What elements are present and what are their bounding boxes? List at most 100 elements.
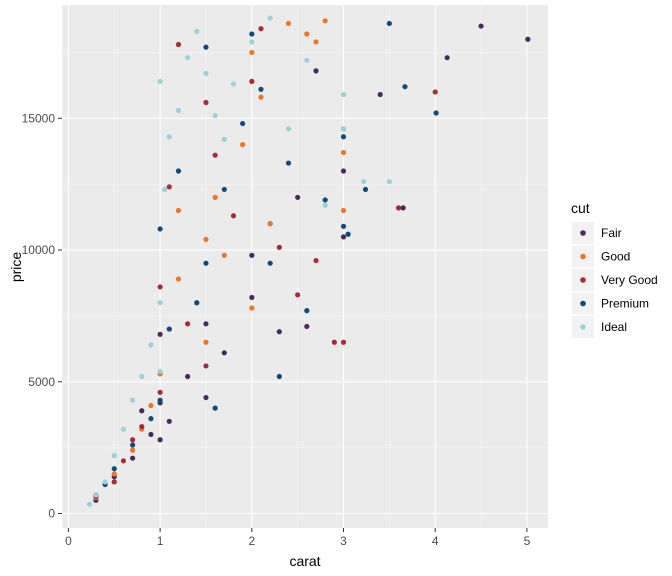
data-point bbox=[331, 339, 337, 345]
data-point bbox=[175, 168, 182, 174]
data-point bbox=[340, 91, 347, 98]
x-tick-label: 4 bbox=[432, 534, 439, 548]
data-point bbox=[276, 329, 282, 335]
data-point bbox=[386, 20, 392, 27]
data-point bbox=[148, 431, 154, 438]
data-point bbox=[432, 89, 438, 95]
legend-title: cut bbox=[571, 200, 590, 216]
data-point bbox=[130, 397, 136, 403]
data-point bbox=[322, 202, 328, 208]
data-point bbox=[395, 205, 402, 211]
series-very-good bbox=[93, 26, 438, 499]
data-point bbox=[267, 221, 273, 227]
legend-label: Ideal bbox=[601, 320, 627, 334]
data-point bbox=[139, 373, 145, 380]
data-point bbox=[304, 323, 310, 330]
x-tick-label: 1 bbox=[157, 534, 164, 548]
legend-swatch bbox=[580, 230, 586, 236]
data-point bbox=[295, 194, 301, 200]
data-point bbox=[340, 168, 347, 174]
data-point bbox=[362, 186, 369, 193]
x-axis-title: carat bbox=[289, 553, 320, 569]
data-point bbox=[249, 39, 255, 45]
grid-minor bbox=[62, 5, 548, 528]
data-point bbox=[130, 437, 136, 443]
legend-item-good: Good bbox=[572, 245, 630, 268]
legend-swatch bbox=[580, 253, 586, 260]
data-point bbox=[285, 126, 292, 132]
data-point bbox=[258, 86, 264, 92]
data-point bbox=[111, 479, 117, 485]
data-point bbox=[212, 152, 218, 158]
data-point bbox=[212, 194, 218, 200]
data-point bbox=[175, 207, 182, 214]
data-point bbox=[433, 110, 439, 116]
data-point bbox=[400, 205, 406, 211]
data-point bbox=[157, 331, 163, 337]
data-point bbox=[340, 339, 347, 345]
data-point bbox=[340, 134, 347, 140]
data-point bbox=[221, 252, 227, 258]
legend-item-premium: Premium bbox=[572, 292, 649, 315]
data-point bbox=[221, 136, 227, 142]
data-point bbox=[130, 442, 136, 448]
data-point bbox=[525, 36, 531, 42]
data-point bbox=[230, 81, 237, 87]
data-point bbox=[166, 326, 172, 332]
data-point bbox=[313, 39, 319, 45]
legend-label: Premium bbox=[601, 297, 649, 311]
data-point bbox=[285, 160, 292, 166]
data-point bbox=[377, 91, 383, 98]
data-point bbox=[221, 350, 227, 356]
x-tick-label: 0 bbox=[65, 534, 72, 548]
data-point bbox=[295, 292, 301, 298]
data-point bbox=[221, 186, 227, 193]
data-point bbox=[230, 213, 237, 219]
data-point bbox=[111, 466, 117, 472]
data-point bbox=[111, 471, 117, 477]
legend-label: Good bbox=[601, 250, 630, 264]
data-point bbox=[249, 49, 255, 56]
data-point bbox=[249, 31, 255, 37]
legend-swatch bbox=[580, 277, 586, 283]
y-axis: 0 5000 10000 15000 bbox=[22, 111, 62, 521]
data-point bbox=[304, 31, 310, 37]
data-point bbox=[240, 120, 246, 127]
data-point bbox=[361, 178, 367, 185]
data-point bbox=[175, 107, 182, 113]
legend-label: Very Good bbox=[601, 273, 658, 287]
data-point bbox=[203, 99, 209, 106]
data-point bbox=[340, 126, 347, 132]
data-point bbox=[203, 70, 209, 77]
data-point bbox=[194, 28, 200, 34]
data-point bbox=[130, 455, 136, 461]
data-point bbox=[86, 501, 93, 507]
legend-swatch bbox=[580, 324, 586, 330]
data-point bbox=[444, 55, 450, 61]
data-point bbox=[249, 78, 255, 85]
data-point bbox=[478, 23, 484, 29]
data-point bbox=[313, 68, 319, 74]
data-point bbox=[249, 294, 255, 301]
data-point bbox=[166, 184, 172, 190]
data-point bbox=[386, 178, 392, 185]
legend-items: Fair Good Very Good Premium Ideal bbox=[572, 222, 658, 338]
data-point bbox=[157, 437, 163, 443]
data-point bbox=[93, 492, 99, 498]
data-point bbox=[203, 394, 209, 401]
data-point bbox=[402, 84, 408, 90]
data-point bbox=[139, 408, 145, 414]
legend-item-fair: Fair bbox=[572, 222, 622, 244]
data-point bbox=[240, 142, 246, 148]
y-tick-label: 10000 bbox=[22, 243, 56, 257]
legend-swatch bbox=[580, 300, 586, 307]
data-point bbox=[340, 149, 347, 156]
data-point bbox=[166, 418, 172, 424]
data-point bbox=[166, 134, 172, 140]
data-point bbox=[304, 57, 310, 63]
legend-label: Fair bbox=[601, 226, 622, 240]
data-point bbox=[157, 368, 163, 374]
data-point bbox=[340, 223, 347, 229]
data-point bbox=[175, 41, 182, 48]
data-point bbox=[185, 55, 191, 61]
